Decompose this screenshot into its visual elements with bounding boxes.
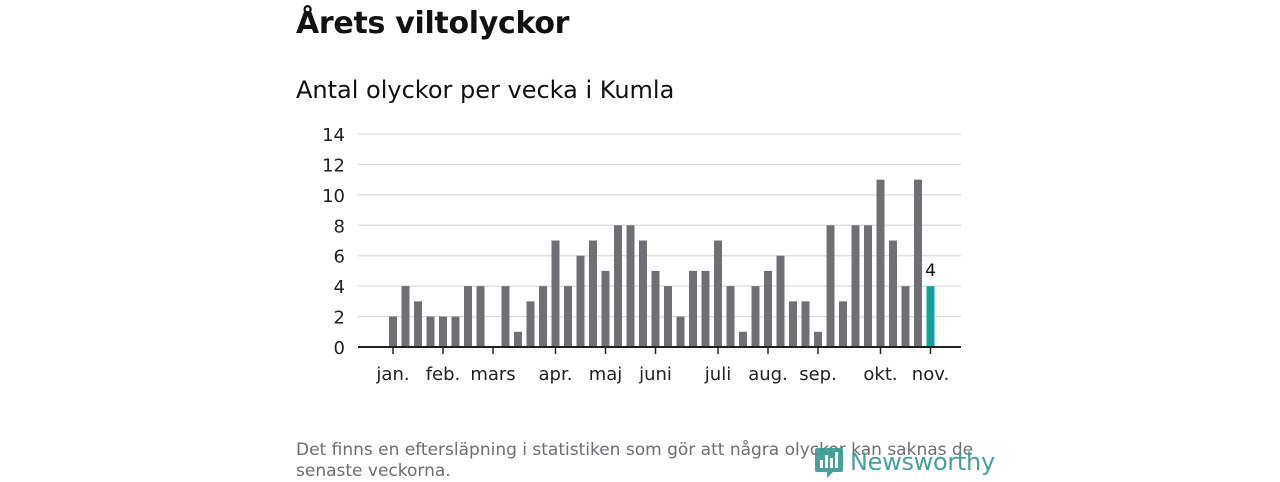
bar-week-35 (814, 331, 822, 347)
chart-subtitle: Antal olyckor per vecka i Kumla (296, 76, 675, 104)
bar-week-41 (889, 240, 897, 347)
y-tick-label-2: 2 (334, 308, 345, 329)
y-tick-label-14: 14 (322, 125, 345, 146)
bar-chart: 0 2 4 6 8 10 12 14 4 jan. feb. mars apr. maj juni juli a… (322, 125, 961, 385)
chart-title: Årets viltolyckor (296, 6, 570, 41)
y-tick-label-6: 6 (334, 247, 345, 268)
bar-week-1 (389, 316, 397, 347)
bar-week-29 (739, 331, 747, 347)
bar-week-15 (564, 286, 572, 347)
bar-highlight-week-44 (926, 286, 935, 347)
x-tick-label-jan.: jan. (375, 364, 409, 385)
footnote: Det finns en eftersläpning i statistiken… (296, 440, 974, 481)
bar-week-40 (876, 179, 885, 347)
bar-week-13 (539, 286, 547, 347)
bar-highlight-label: 4 (925, 261, 936, 281)
bar-week-24 (676, 316, 685, 347)
bar-week-37 (839, 301, 847, 347)
x-tick-label-sep.: sep. (799, 364, 837, 385)
y-tick-label-12: 12 (322, 155, 345, 176)
bar-week-31 (764, 270, 772, 347)
bar-week-26 (701, 270, 710, 347)
bar-week-2 (401, 286, 410, 347)
newsworthy-logo: Newsworthy (814, 446, 995, 478)
bar-week-7 (464, 286, 472, 347)
y-tick-label-10: 10 (322, 186, 345, 207)
bar-week-3 (414, 301, 422, 347)
bar-week-25 (689, 270, 697, 347)
bar-week-42 (901, 286, 910, 347)
y-tick-label-8: 8 (334, 216, 345, 237)
bar-week-14 (551, 240, 560, 347)
x-tick-label-mars: mars (470, 364, 515, 385)
bar-week-19 (614, 225, 622, 347)
x-tick-label-aug.: aug. (748, 364, 788, 385)
bar-week-34 (801, 301, 810, 347)
bar-week-32 (776, 255, 785, 347)
bar-week-36 (826, 225, 835, 347)
x-tick-label-okt.: okt. (863, 364, 897, 385)
x-tick-label-juli: juli (704, 364, 731, 385)
bar-week-27 (714, 240, 722, 347)
y-tick-label-4: 4 (334, 277, 345, 298)
bar-week-33 (789, 301, 797, 347)
bar-week-23 (664, 286, 672, 347)
bar-week-39 (864, 225, 872, 347)
bar-week-10 (501, 286, 510, 347)
bar-week-30 (751, 286, 760, 347)
x-tick-label-nov.: nov. (912, 364, 949, 385)
bar-week-12 (526, 301, 535, 347)
newsworthy-logo-icon (815, 448, 843, 478)
bar-week-21 (639, 240, 647, 347)
x-tick-label-feb.: feb. (426, 364, 461, 385)
x-tick-label-apr.: apr. (539, 364, 573, 385)
bar-week-20 (626, 225, 635, 347)
y-tick-label-0: 0 (334, 338, 345, 359)
x-tick-label-maj: maj (589, 364, 623, 385)
bar-week-38 (851, 225, 860, 347)
bar-week-28 (726, 286, 735, 347)
x-tick-label-juni: juni (638, 364, 672, 385)
bar-week-16 (576, 255, 585, 347)
bar-week-22 (651, 270, 660, 347)
bar-week-4 (426, 316, 435, 347)
bar-week-5 (439, 316, 447, 347)
bar-week-8 (476, 286, 485, 347)
bar-week-6 (451, 316, 460, 347)
bar-week-18 (601, 270, 610, 347)
bar-week-43 (914, 179, 922, 347)
bar-week-11 (514, 331, 522, 347)
newsworthy-logo-text: Newsworthy (850, 448, 995, 476)
bar-week-17 (589, 240, 597, 347)
